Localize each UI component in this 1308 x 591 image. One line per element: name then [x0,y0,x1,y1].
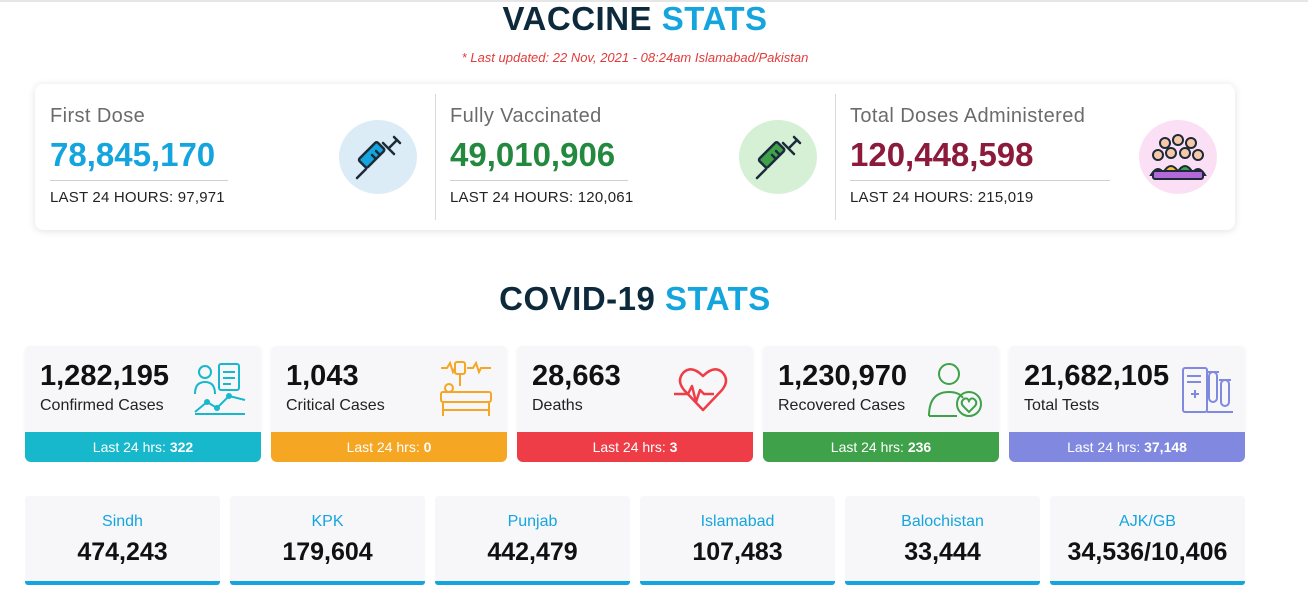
syringe-icon [339,120,417,194]
province-name: AJK/GB [1119,513,1176,530]
tests-last24-value: 37,148 [1144,439,1187,455]
fully-vaccinated-value: 49,010,906 [450,136,616,173]
vaccine-stats-card: First Dose 78,845,170 LAST 24 HOURS: 97,… [35,84,1235,230]
first-dose-last24: LAST 24 HOURS: 97,971 [50,189,225,206]
recovered-last24-value: 236 [907,439,932,455]
province-card-balochistan: Balochistan 33,444 [845,496,1040,585]
patient-chart-icon [194,363,246,415]
province-value: 34,536/10,406 [1067,538,1228,566]
hospital-bed-icon [440,360,492,416]
province-name: Islamabad [700,513,775,530]
deaths-card: 28,663 Deaths Last 24 hrs: 3 [517,346,753,462]
divider [50,180,228,181]
recovered-cases-card: 1,230,970 Recovered Cases Last 24 hrs: 2… [763,346,999,462]
fully-vaccinated-label: Fully Vaccinated [450,105,602,127]
confirmed-cases-card: 1,282,195 Confirmed Cases Last 24 hrs: 3… [25,346,261,462]
deaths-last24-value: 3 [669,439,678,455]
divider [850,180,1110,181]
province-value: 33,444 [904,538,981,566]
confirmed-cases-label: Confirmed Cases [40,397,164,414]
total-tests-label: Total Tests [1024,397,1100,414]
total-tests-card: 21,682,105 Total Tests Last 24 hrs: 37,1… [1009,346,1245,462]
province-name: Punjab [507,513,558,530]
recovered-person-icon [928,363,982,417]
critical-cases-card: 1,043 Critical Cases Last 24 hrs: 0 [271,346,507,462]
province-card-ajk-gb: AJK/GB 34,536/10,406 [1050,496,1245,585]
last-updated-text: * Last updated: 22 Nov, 2021 - 08:24am I… [461,50,809,65]
deaths-last24-bar: Last 24 hrs: 3 [517,432,753,462]
province-card-punjab: Punjab 442,479 [435,496,630,585]
province-card-kpk: KPK 179,604 [230,496,425,585]
province-value: 107,483 [692,538,783,566]
divider [450,180,628,181]
critical-last24-bar: Last 24 hrs: 0 [271,432,507,462]
confirmed-last24-bar: Last 24 hrs: 322 [25,432,261,462]
total-doses-label: Total Doses Administered [850,105,1086,127]
province-value: 179,604 [282,538,373,566]
province-name: Balochistan [901,513,984,530]
card-body: 1,230,970 Recovered Cases [763,346,999,432]
card-body: 28,663 Deaths [517,346,753,432]
vaccine-stats-heading: VACCINE STATS [502,0,768,37]
card-body: 21,682,105 Total Tests [1009,346,1245,432]
province-value: 442,479 [487,538,578,566]
province-name: KPK [311,513,344,530]
tests-last24-bar: Last 24 hrs: 37,148 [1009,432,1245,462]
recovered-last24-bar: Last 24 hrs: 236 [763,432,999,462]
deaths-label: Deaths [532,397,583,414]
people-group-icon [1139,120,1217,194]
card-body: 1,043 Critical Cases [271,346,507,432]
critical-cases-value: 1,043 [286,360,359,392]
province-card-islamabad: Islamabad 107,483 [640,496,835,585]
confirmed-cases-value: 1,282,195 [40,360,170,392]
first-dose-panel: First Dose 78,845,170 LAST 24 HOURS: 97,… [35,84,435,230]
fully-vaccinated-last24: LAST 24 HOURS: 120,061 [450,189,634,206]
first-dose-label: First Dose [50,105,146,127]
total-doses-value: 120,448,598 [850,136,1034,173]
test-tubes-icon [1182,367,1233,413]
critical-cases-label: Critical Cases [286,397,385,414]
recovered-cases-label: Recovered Cases [778,397,906,414]
province-value: 474,243 [77,538,168,566]
covid-stats-heading: COVID-19 STATS [499,280,771,317]
card-body: 1,282,195 Confirmed Cases [25,346,261,432]
syringe-icon [739,120,817,194]
first-dose-value: 78,845,170 [50,136,216,173]
recovered-cases-value: 1,230,970 [778,360,908,392]
critical-last24-value: 0 [423,439,432,455]
deaths-value: 28,663 [532,360,621,392]
total-tests-value: 21,682,105 [1024,360,1170,392]
top-divider [0,0,1308,2]
total-doses-panel: Total Doses Administered 120,448,598 LAS… [835,84,1235,230]
province-name: Sindh [102,513,143,530]
fully-vaccinated-panel: Fully Vaccinated 49,010,906 LAST 24 HOUR… [435,84,835,230]
province-card-sindh: Sindh 474,243 [25,496,220,585]
heartbeat-icon [674,368,728,412]
confirmed-last24-value: 322 [169,439,194,455]
total-doses-last24: LAST 24 HOURS: 215,019 [850,189,1034,206]
